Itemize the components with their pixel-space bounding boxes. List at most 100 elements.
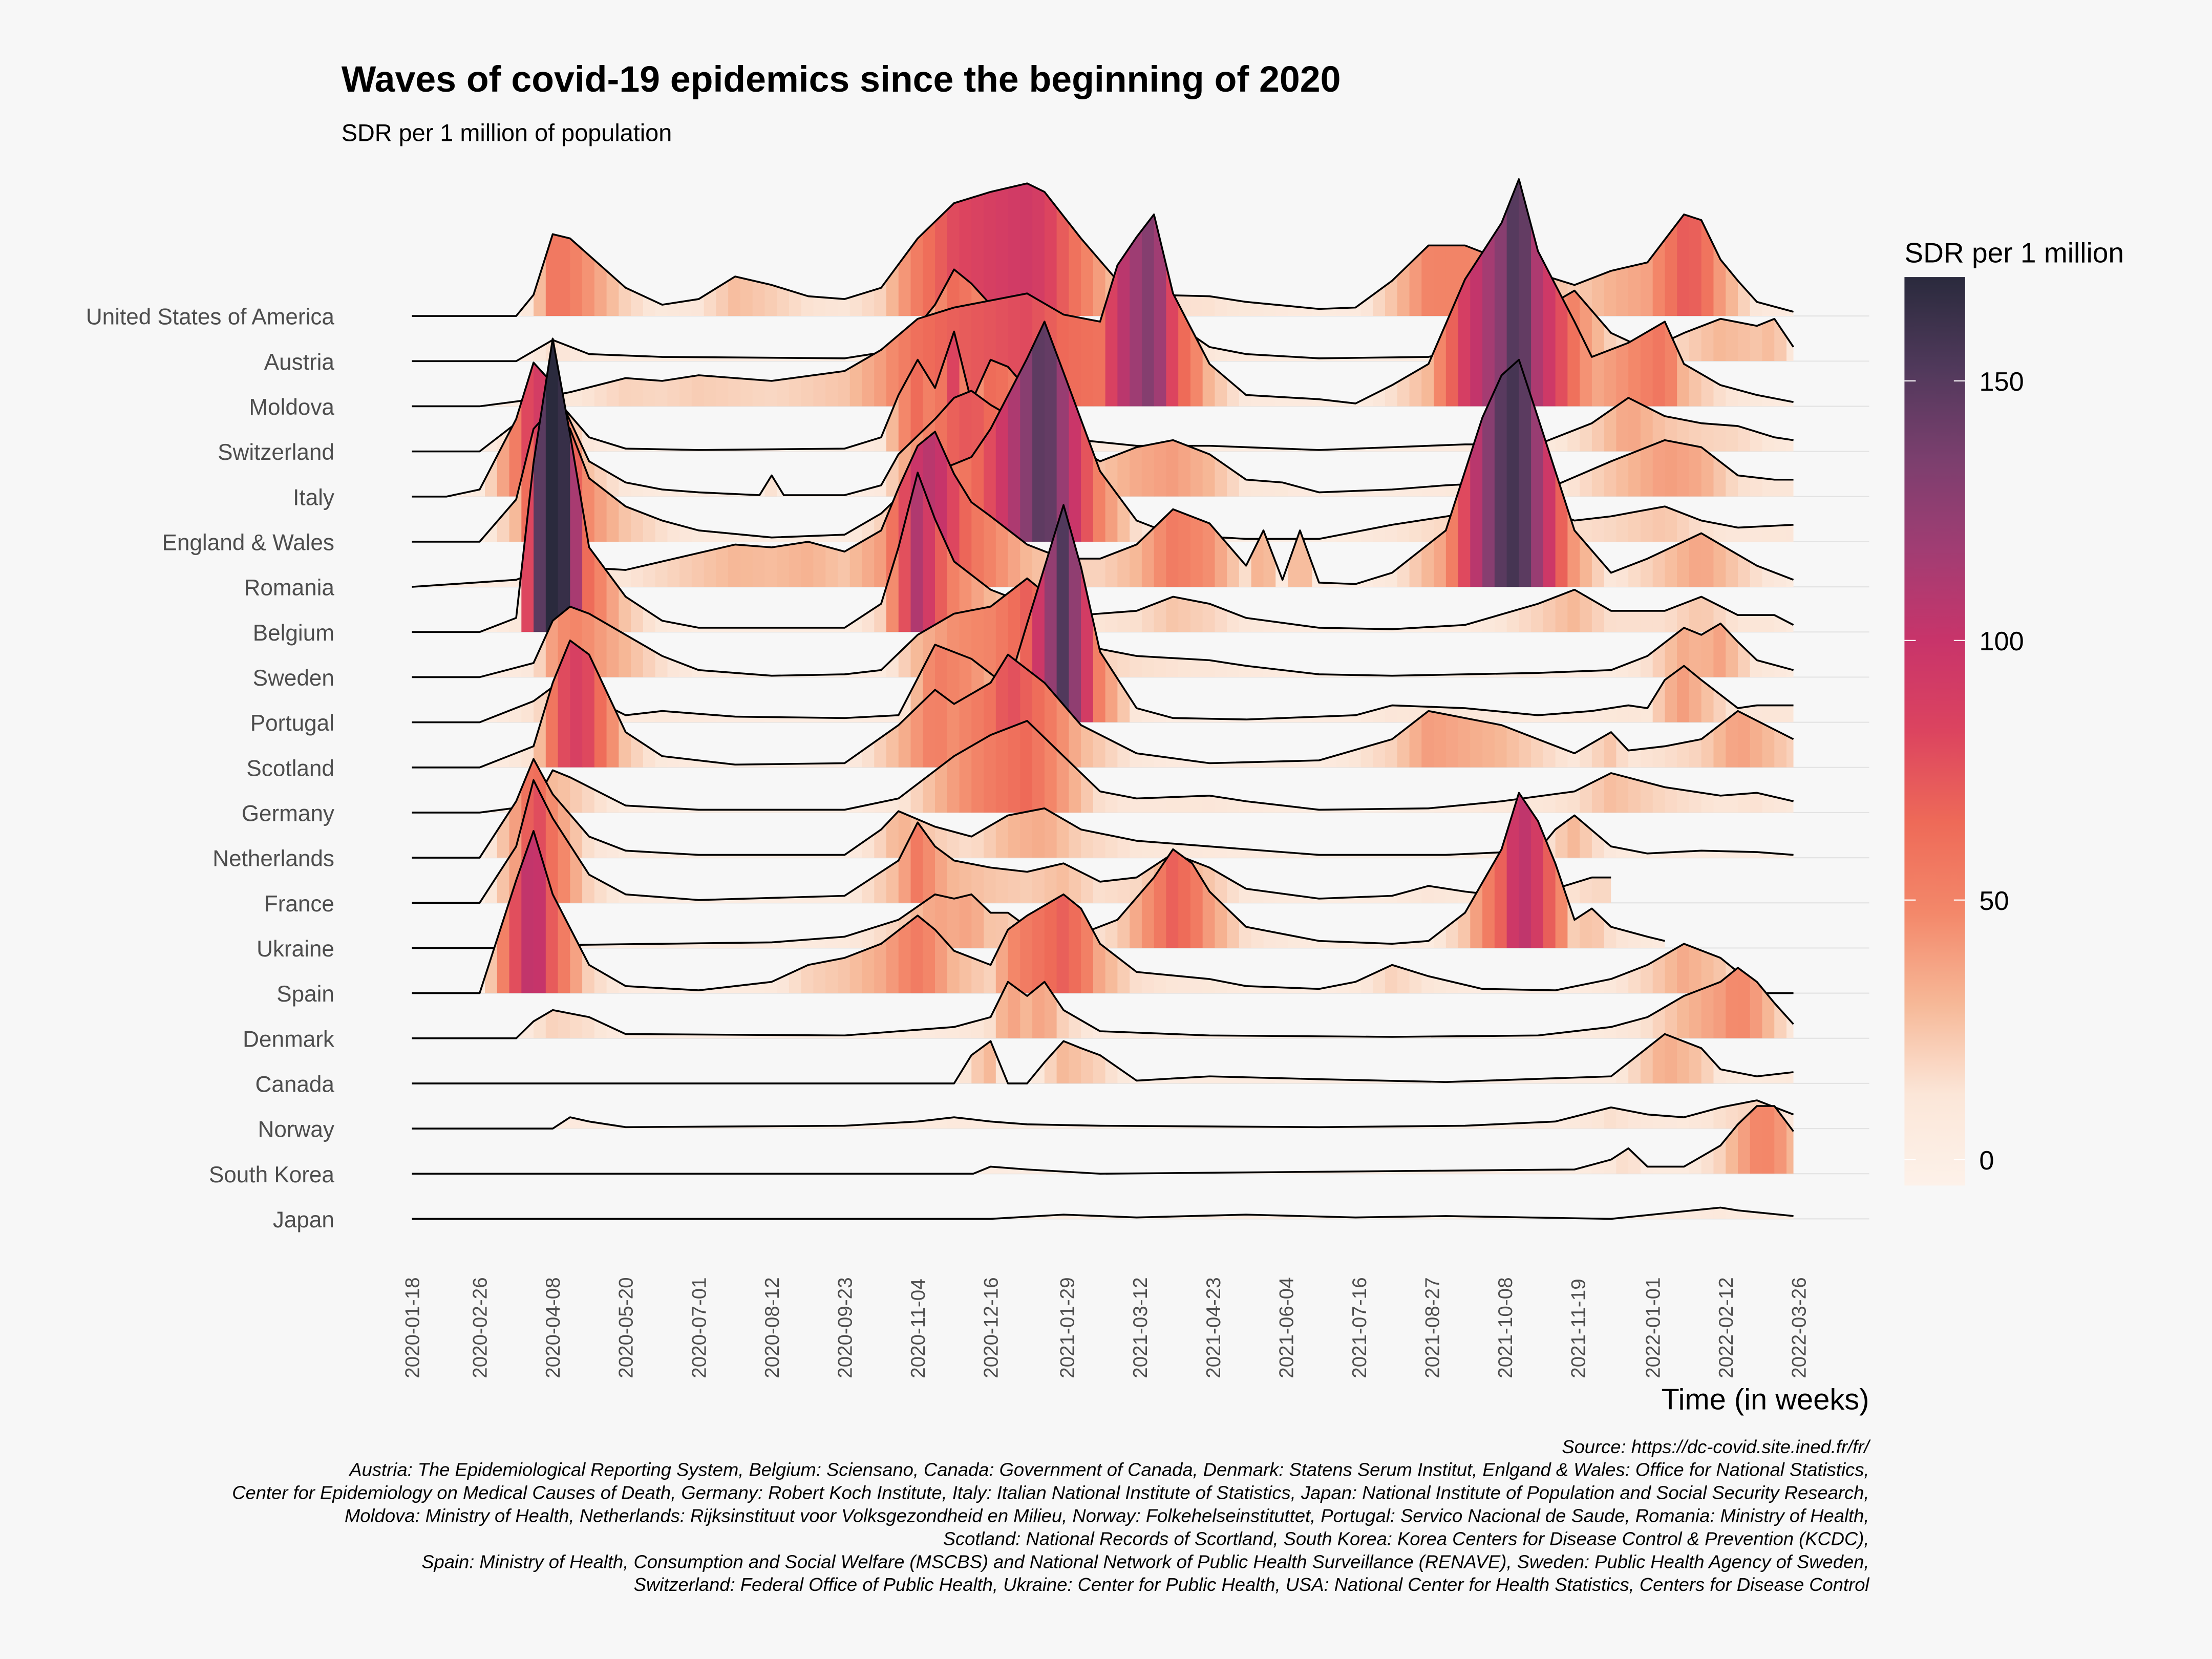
x-tick-label: 2021-10-08 <box>1495 1277 1517 1378</box>
ridge-line <box>412 1105 1794 1175</box>
colorbar <box>1904 277 1965 1186</box>
ridge-line <box>412 358 1794 588</box>
country-label: Denmark <box>243 1027 335 1052</box>
x-tick-label: 2020-09-23 <box>834 1277 856 1378</box>
week-tile <box>1665 1034 1678 1083</box>
week-tile <box>1762 1106 1775 1174</box>
x-tick-label: 2020-08-12 <box>761 1277 783 1378</box>
x-tick-label: 2020-07-01 <box>688 1277 710 1378</box>
caption-line: Scotland: National Records of Scortland,… <box>943 1528 1869 1549</box>
caption: Source: https://dc-covid.site.ined.fr/fr… <box>232 1436 1871 1595</box>
country-label: Ukraine <box>257 937 334 962</box>
ridge-line <box>412 967 1794 1039</box>
week-tile <box>1726 968 1739 1038</box>
week-tile <box>1519 359 1532 587</box>
ridge-line <box>412 1099 1794 1130</box>
ridges <box>412 178 1795 1220</box>
week-tile <box>1020 720 1033 813</box>
caption-line: Spain: Ministry of Health, Consumption a… <box>421 1551 1869 1572</box>
country-label: Sweden <box>253 666 334 691</box>
caption-line: Center for Epidemiology on Medical Cause… <box>232 1482 1869 1503</box>
week-tile <box>1056 505 1070 722</box>
x-tick-label: 2022-03-26 <box>1789 1277 1811 1378</box>
ridge-line <box>412 1206 1794 1220</box>
ridge-line <box>412 640 1794 769</box>
x-tick-label: 2021-08-27 <box>1421 1277 1443 1378</box>
country-label: United States of America <box>86 305 335 330</box>
country-label: Japan <box>273 1207 334 1232</box>
colorbar-tick-label: 150 <box>1979 367 2024 397</box>
country-label: Spain <box>276 982 334 1007</box>
week-tile <box>1750 1106 1763 1174</box>
color-legend: SDR per 1 million 0 50 100 150 <box>1904 237 2124 1186</box>
x-tick-label: 2020-04-08 <box>542 1277 564 1378</box>
legend-title: SDR per 1 million <box>1904 237 2124 268</box>
chart-subtitle: SDR per 1 million of population <box>342 120 672 146</box>
week-tile <box>545 338 559 632</box>
colorbar-tick-label: 100 <box>1979 627 2024 656</box>
week-tile <box>1008 183 1021 316</box>
colorbar-tick-label: 50 <box>1979 886 2009 916</box>
ridge-line <box>412 758 1794 859</box>
ridge-line <box>412 337 1794 633</box>
week-tile <box>1494 359 1507 587</box>
x-tick-label: 2022-01-01 <box>1642 1277 1664 1378</box>
x-tick-label: 2020-05-20 <box>615 1277 637 1378</box>
caption-line: Moldova: Ministry of Health, Netherlands… <box>345 1505 1869 1526</box>
x-tick-label: 2021-03-12 <box>1130 1277 1152 1378</box>
country-label: Romania <box>244 576 335 601</box>
country-label: South Korea <box>209 1162 335 1187</box>
country-label: Germany <box>242 801 334 826</box>
week-tile <box>1701 1207 1714 1219</box>
ridge-line <box>412 830 1794 994</box>
ridge-line <box>412 178 1794 408</box>
week-tile <box>1737 968 1751 1038</box>
week-tile <box>1044 322 1057 542</box>
country-label: Netherlands <box>212 846 334 871</box>
week-tile <box>995 183 1009 316</box>
ridge-line <box>412 504 1794 724</box>
chart-title: Waves of covid-19 epidemics since the be… <box>342 59 1341 100</box>
week-tile <box>1032 322 1045 542</box>
country-label: Moldova <box>249 395 334 420</box>
x-tick-label: 2022-02-12 <box>1715 1277 1737 1378</box>
x-tick-label: 2020-01-18 <box>401 1277 423 1378</box>
country-label: Switzerland <box>218 440 334 465</box>
x-tick-label: 2020-02-26 <box>470 1277 492 1378</box>
colorbar-tick-label: 0 <box>1979 1146 1994 1176</box>
week-tile <box>1519 793 1532 948</box>
caption-line: Switzerland: Federal Office of Public He… <box>634 1574 1870 1595</box>
x-tick-label: 2021-07-16 <box>1349 1277 1371 1378</box>
x-axis-ticks: 2020-01-18 2020-02-26 2020-04-08 2020-05-20… <box>401 1277 1810 1378</box>
country-label: Portugal <box>250 711 334 736</box>
ridge-line <box>412 1033 1794 1084</box>
week-tile <box>984 183 996 316</box>
x-tick-label: 2020-12-16 <box>980 1277 1002 1378</box>
x-tick-label: 2021-04-23 <box>1203 1277 1225 1378</box>
country-labels: United States of America Austria Moldova Sw… <box>86 305 335 1232</box>
country-label: England & Wales <box>162 530 334 555</box>
country-label: Scotland <box>246 756 334 781</box>
x-axis-label: Time (in weeks) <box>1661 1383 1869 1416</box>
country-label: Belgium <box>253 621 334 646</box>
country-label: Austria <box>264 350 335 375</box>
x-tick-label: 2021-11-19 <box>1568 1279 1590 1378</box>
x-tick-label: 2021-06-04 <box>1275 1277 1298 1378</box>
week-tile <box>1008 720 1021 813</box>
country-label: Norway <box>258 1117 334 1142</box>
x-tick-label: 2020-11-04 <box>907 1279 929 1378</box>
country-label: Canada <box>256 1072 335 1097</box>
x-tick-label: 2021-01-29 <box>1057 1277 1079 1378</box>
week-tile <box>1032 183 1045 316</box>
week-tile <box>570 640 583 768</box>
week-tile <box>995 720 1009 813</box>
week-tile <box>1506 359 1520 587</box>
ridge-line <box>412 330 1794 453</box>
country-label: Italy <box>293 485 334 510</box>
ridge-line <box>412 720 1794 814</box>
ridge-line <box>412 792 1665 949</box>
week-tile <box>1713 1207 1727 1219</box>
caption-line: Austria: The Epidemiological Reporting S… <box>348 1459 1869 1480</box>
